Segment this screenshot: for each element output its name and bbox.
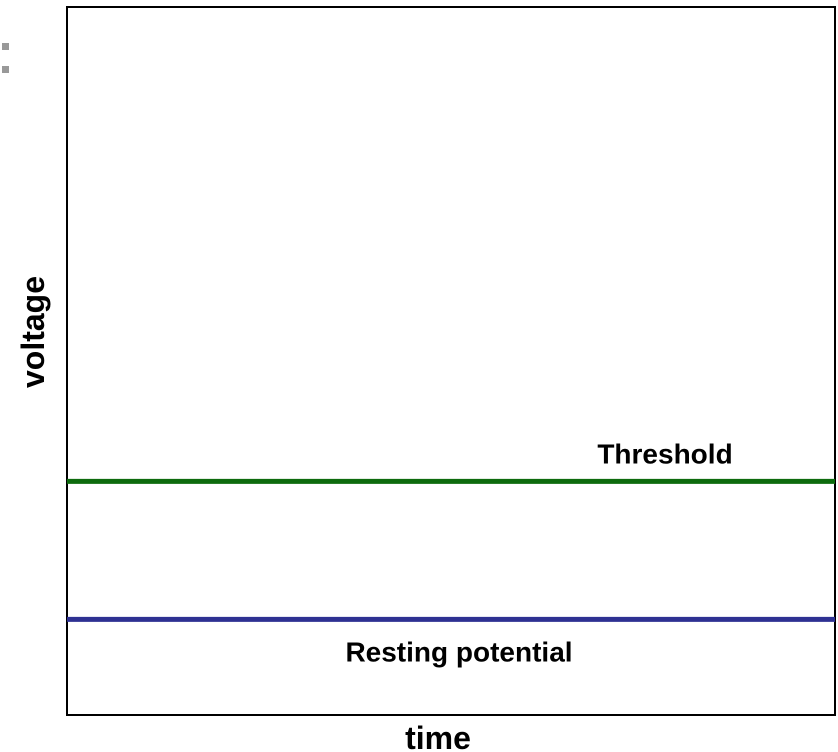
reference-lines bbox=[67, 478, 835, 622]
threshold-label: Threshold bbox=[597, 438, 732, 469]
plot-frame bbox=[66, 6, 836, 716]
y-axis-label: voltage bbox=[15, 276, 51, 388]
reference-line-labels: Threshold Resting potential bbox=[345, 438, 732, 667]
x-axis-label: time bbox=[405, 720, 471, 752]
resting-potential-label: Resting potential bbox=[345, 636, 572, 667]
corner-marker-top bbox=[2, 43, 9, 50]
corner-marker-bottom bbox=[2, 66, 9, 73]
